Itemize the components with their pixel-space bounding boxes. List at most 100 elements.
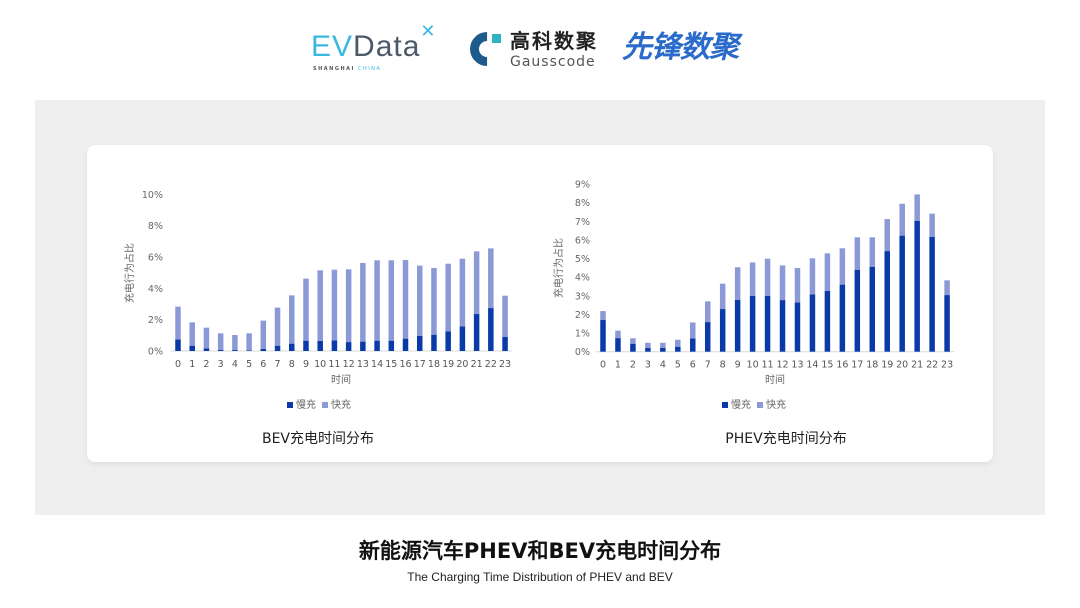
phev-x-tick-label: 13 bbox=[791, 360, 803, 371]
phev-y-tick-label: 1% bbox=[575, 329, 590, 340]
bev-bar-slow-10 bbox=[317, 340, 323, 351]
phev-bar-slow-17 bbox=[854, 269, 861, 352]
phev-bar-fast-14 bbox=[809, 258, 816, 295]
bev-bar-slow-6 bbox=[260, 348, 267, 351]
bev-chart: 0%2%4%6%8%10%0 1 2 3 4 5 6 7 8 9 10 11 12 13 14 15 16 17 1… bbox=[142, 190, 513, 370]
phev-x-tick-label: 11 bbox=[762, 360, 774, 371]
phev-bar-slow-7 bbox=[704, 322, 711, 352]
legend-label-fast: 快充 bbox=[331, 400, 351, 411]
bev-x-tick-label: 18 bbox=[428, 359, 440, 370]
bev-bar-fast-4 bbox=[232, 335, 238, 351]
phev-x-tick-label: 10 bbox=[747, 360, 759, 371]
phev-y-tick-label: 5% bbox=[575, 254, 590, 265]
phev-bar-slow-13 bbox=[794, 302, 801, 352]
phev-bar-fast-10 bbox=[749, 262, 756, 296]
bev-bar-slow-2 bbox=[203, 348, 210, 351]
phev-bar-fast-20 bbox=[899, 203, 905, 236]
legend-item-slow: 慢充 bbox=[722, 400, 751, 412]
phev-x-tick-label: 23 bbox=[941, 360, 953, 371]
phev-x-tick-label: 17 bbox=[851, 360, 863, 371]
bev-x-tick-label: 19 bbox=[442, 359, 454, 370]
x-mark-icon: ✕ bbox=[420, 21, 437, 41]
bev-x-tick-label: 11 bbox=[328, 359, 340, 370]
phev-x-tick-label: 15 bbox=[821, 360, 833, 371]
legend-swatch-fast bbox=[322, 402, 328, 408]
bev-x-tick-label: 5 bbox=[246, 359, 252, 370]
phev-x-tick-label: 21 bbox=[911, 360, 923, 371]
gausscode-logo-en: Gausscode bbox=[510, 54, 596, 70]
phev-bar-slow-12 bbox=[779, 300, 786, 352]
phev-y-tick-label: 9% bbox=[575, 180, 590, 191]
phev-bar-slow-5 bbox=[675, 346, 681, 352]
bev-bar-fast-14 bbox=[374, 260, 380, 341]
phev-x-tick-label: 8 bbox=[720, 360, 726, 371]
phev-y-tick-label: 2% bbox=[575, 310, 590, 321]
bev-x-tick-label: 15 bbox=[385, 359, 397, 370]
evdata-sub-b: CHINA bbox=[357, 66, 382, 72]
phev-y-tick-label: 4% bbox=[575, 273, 590, 284]
phev-bar-fast-8 bbox=[719, 283, 726, 310]
bev-bar-slow-3 bbox=[217, 349, 224, 351]
phev-bar-fast-15 bbox=[824, 253, 831, 291]
bev-bar-slow-17 bbox=[416, 335, 423, 351]
phev-y-tick-label: 6% bbox=[575, 235, 590, 246]
phev-bar-fast-7 bbox=[704, 301, 711, 323]
phev-y-tick-label: 8% bbox=[575, 198, 590, 209]
bev-bar-slow-11 bbox=[331, 340, 338, 351]
phev-bar-fast-18 bbox=[869, 237, 876, 267]
phev-x-tick-label: 14 bbox=[806, 360, 818, 371]
bev-x-tick-label: 20 bbox=[456, 359, 468, 370]
phev-x-tick-label: 19 bbox=[881, 360, 893, 371]
bev-x-tick-label: 16 bbox=[399, 359, 411, 370]
bev-y-tick-label: 8% bbox=[148, 221, 163, 232]
phev-bar-slow-16 bbox=[839, 284, 846, 352]
bev-x-tick-label: 14 bbox=[371, 359, 383, 370]
bev-chart-title: BEV充电时间分布 bbox=[261, 431, 375, 447]
phev-chart-title: PHEV充电时间分布 bbox=[725, 431, 847, 447]
phev-x-tick-label: 5 bbox=[675, 360, 681, 371]
bev-bar-slow-12 bbox=[345, 342, 352, 351]
bev-bar-fast-5 bbox=[246, 333, 252, 351]
bev-legend: 慢充 快充 bbox=[287, 400, 351, 412]
legend-label-fast: 快充 bbox=[766, 400, 786, 411]
phev-bar-fast-2 bbox=[630, 338, 636, 344]
bev-x-tick-label: 8 bbox=[289, 359, 295, 370]
bev-bar-slow-4 bbox=[232, 350, 238, 351]
phev-bar-fast-9 bbox=[734, 267, 741, 300]
evdata-sub-a: SHANGHAI bbox=[313, 66, 355, 72]
bev-x-tick-label: 23 bbox=[499, 359, 511, 370]
bev-bar-fast-12 bbox=[345, 269, 352, 343]
bev-bar-fast-13 bbox=[360, 262, 366, 342]
bev-x-tick-label: 7 bbox=[275, 359, 281, 370]
phev-bar-fast-5 bbox=[675, 339, 681, 347]
logo-bar: EVData ✕ SHANGHAI CHINA 高科数聚 Gausscode 先锋… bbox=[0, 21, 1080, 74]
xianfeng-logo: 先锋数聚 bbox=[622, 30, 739, 65]
gausscode-logo-cn: 高科数聚 bbox=[510, 29, 598, 53]
phev-bar-slow-1 bbox=[615, 338, 621, 352]
phev-bar-fast-11 bbox=[764, 258, 771, 296]
phev-x-tick-label: 4 bbox=[660, 360, 666, 371]
bev-bar-fast-15 bbox=[388, 260, 395, 341]
bev-y-tick-label: 6% bbox=[148, 252, 163, 263]
bev-x-tick-label: 21 bbox=[471, 359, 483, 370]
phev-bar-slow-0 bbox=[600, 320, 606, 352]
phev-legend: 慢充 快充 bbox=[722, 400, 786, 412]
phev-bar-fast-23 bbox=[944, 280, 950, 296]
phev-x-tick-label: 7 bbox=[705, 360, 711, 371]
evdata-logo-data: Data bbox=[353, 30, 421, 63]
phev-x-tick-label: 1 bbox=[615, 360, 621, 371]
legend-item-slow: 慢充 bbox=[287, 400, 316, 412]
bev-bar-slow-16 bbox=[402, 338, 409, 351]
bev-y-tick-label: 10% bbox=[142, 190, 163, 201]
phev-bar-slow-3 bbox=[645, 347, 651, 352]
phev-y-tick-label: 7% bbox=[575, 217, 590, 228]
bev-bar-fast-19 bbox=[445, 263, 451, 332]
bev-bar-fast-0 bbox=[175, 306, 181, 340]
bev-bar-fast-3 bbox=[217, 333, 224, 350]
phev-bar-slow-20 bbox=[899, 235, 905, 352]
phev-bar-slow-8 bbox=[719, 309, 726, 352]
bev-bar-slow-21 bbox=[473, 314, 480, 351]
bev-bar-fast-21 bbox=[473, 251, 480, 315]
phev-bar-slow-15 bbox=[824, 290, 831, 352]
phev-bar-fast-22 bbox=[929, 213, 935, 237]
